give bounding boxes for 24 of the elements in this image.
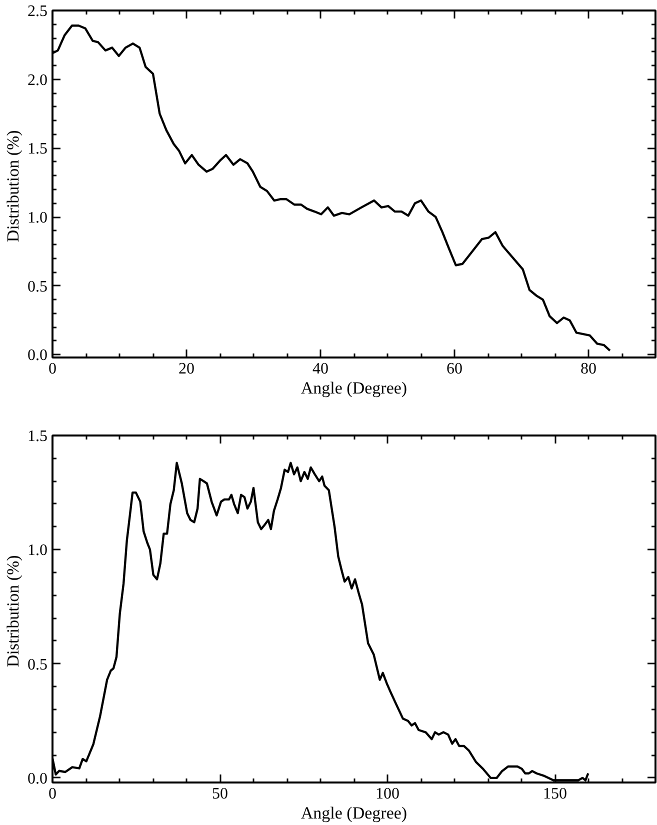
y-axis-title: Distribution (%) <box>4 555 22 668</box>
y-tick-label: 0.5 <box>28 278 48 296</box>
y-tick-label: 2.0 <box>28 72 48 89</box>
x-axis-title: Angle (Degree) <box>300 804 408 822</box>
y-tick-label: 1.0 <box>28 542 48 560</box>
y-tick-label: 2.5 <box>28 3 48 20</box>
x-tick-label: 40 <box>312 360 328 378</box>
x-tick-label: 20 <box>178 360 194 378</box>
x-tick-label: 60 <box>446 360 462 378</box>
x-axis-title: Angle (Degree) <box>300 378 408 398</box>
line-series <box>52 24 612 352</box>
y-tick-label: 1.5 <box>28 428 48 445</box>
x-tick-label: 0 <box>48 786 56 802</box>
y-tick-label: 1.5 <box>28 140 48 158</box>
y-tick-label: 0.5 <box>28 656 48 674</box>
x-tick-label: 100 <box>376 786 400 802</box>
y-tick-label: 1.0 <box>28 210 48 227</box>
x-tick-label: 0 <box>48 360 56 378</box>
y-tick-label: 0.0 <box>28 770 48 788</box>
x-tick-label: 50 <box>212 786 228 802</box>
y-tick-label: 0.0 <box>28 347 48 364</box>
x-tick-label: 150 <box>543 786 567 802</box>
y-axis-title: Distribution (%) <box>4 130 22 242</box>
x-tick-label: 80 <box>580 360 596 378</box>
